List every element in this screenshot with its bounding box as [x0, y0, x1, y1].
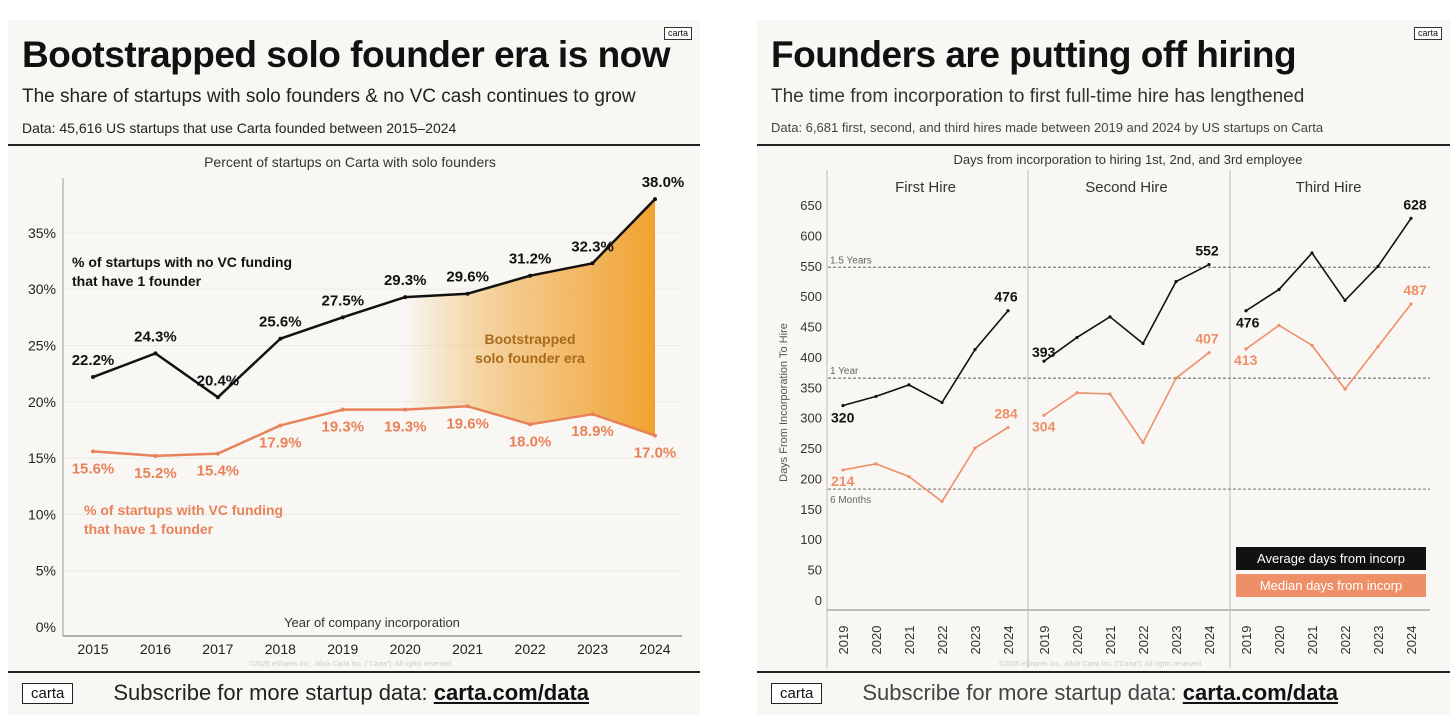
divider [8, 144, 700, 146]
footer: carta Subscribe for more startup data: c… [771, 680, 1338, 706]
footer-link[interactable]: carta.com/data [433, 680, 590, 705]
carta-logo: carta [22, 682, 74, 704]
page-title: Bootstrapped solo founder era is now [22, 34, 671, 75]
footer-link[interactable]: carta.com/data [1182, 680, 1339, 705]
carta-logo: carta [771, 682, 823, 704]
footer-text: Subscribe for more startup data: carta.c… [113, 680, 589, 706]
subtitle: The share of startups with solo founders… [22, 86, 636, 107]
divider [757, 671, 1450, 673]
divider [8, 671, 700, 673]
left-infographic: carta Bootstrapped solo founder era is n… [8, 20, 700, 715]
right-infographic: carta Founders are putting off hiring Th… [757, 20, 1450, 715]
carta-logo-small: carta [663, 27, 692, 40]
footer-label: Subscribe for more startup data: [113, 680, 428, 705]
data-note: Data: 6,681 first, second, and third hir… [771, 120, 1324, 135]
page-title: Founders are putting off hiring [771, 34, 1297, 75]
carta-logo-small: carta [1413, 27, 1442, 40]
data-note: Data: 45,616 US startups that use Carta … [22, 120, 457, 136]
divider [757, 144, 1450, 146]
footer: carta Subscribe for more startup data: c… [22, 680, 589, 706]
subtitle: The time from incorporation to first ful… [771, 86, 1305, 107]
footer-label: Subscribe for more startup data: [862, 680, 1177, 705]
footer-text: Subscribe for more startup data: carta.c… [862, 680, 1338, 706]
